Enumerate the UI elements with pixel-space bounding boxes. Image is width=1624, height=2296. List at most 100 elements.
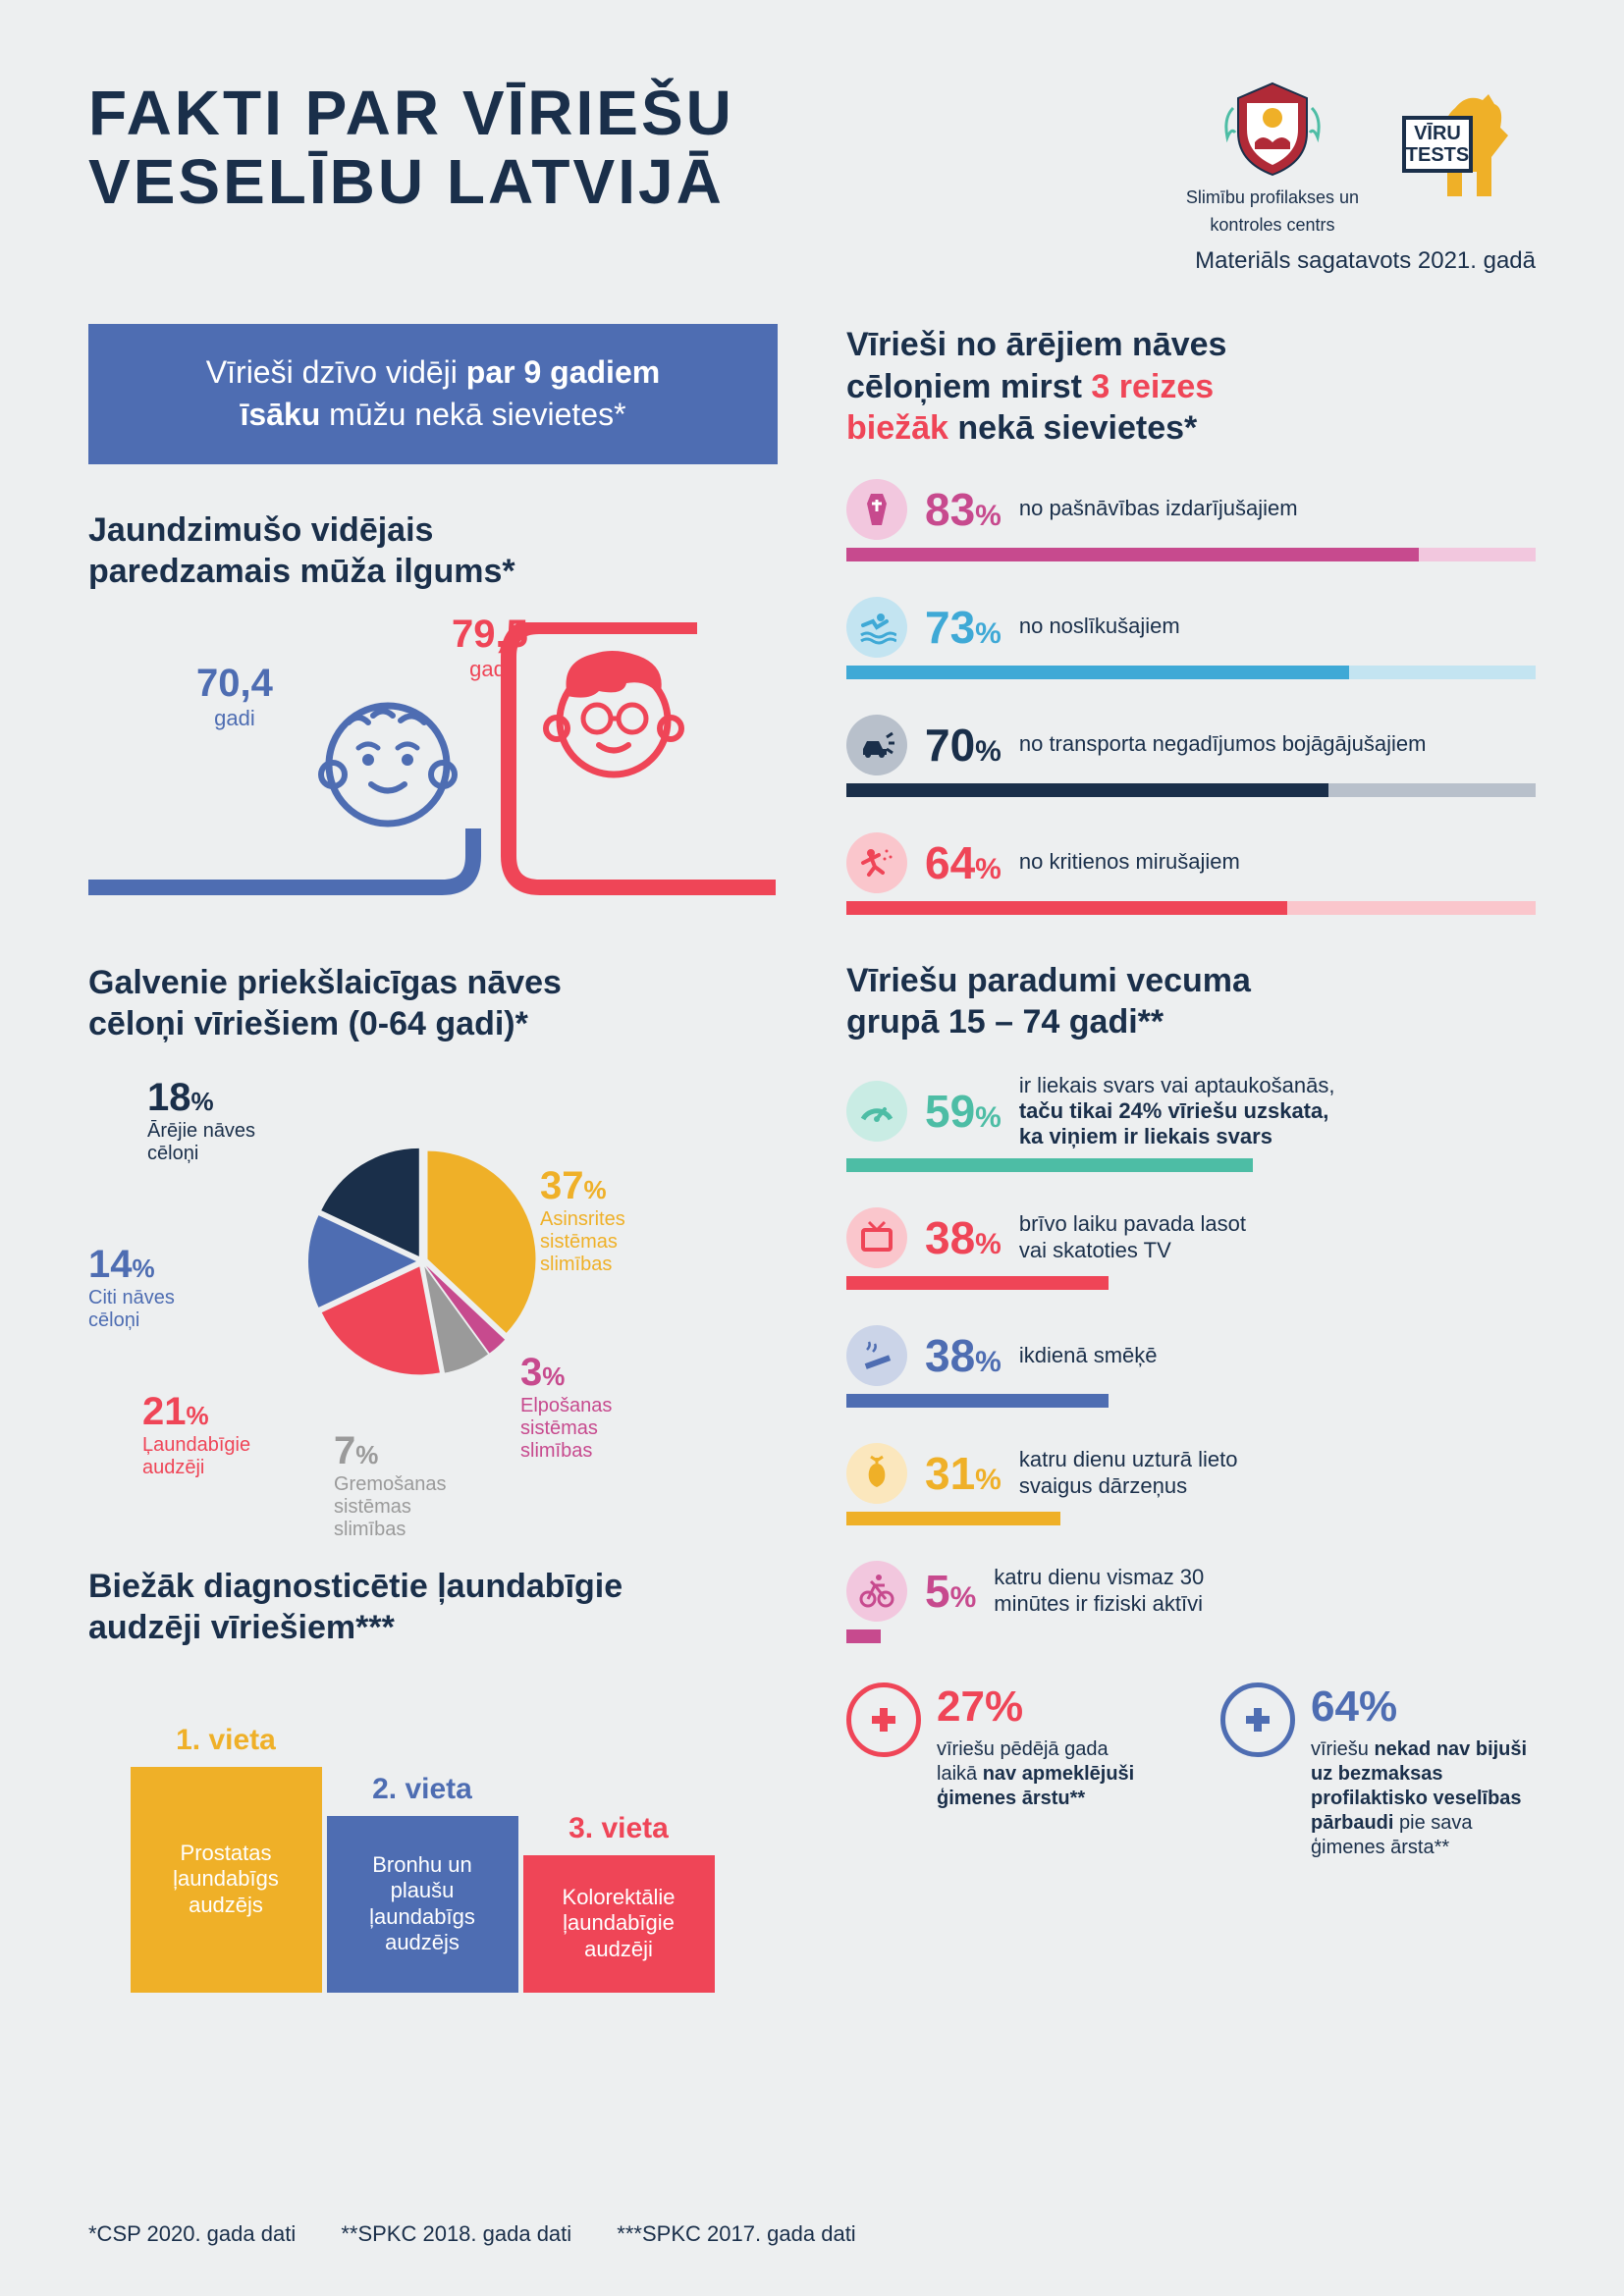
stat-bar	[846, 901, 1536, 915]
habits-list: 59% ir liekais svars vai aptaukošanās,ta…	[846, 1073, 1536, 1643]
banner-pre: Vīrieši dzīvo vidēji	[206, 354, 466, 390]
stat-bar	[846, 1394, 1536, 1408]
spkc-caption-2: kontroles centrs	[1186, 215, 1359, 237]
pie-svg	[304, 1144, 540, 1379]
swim-icon	[846, 597, 907, 658]
right-column: Vīrieši no ārējiem nāves cēloņiem mirst …	[846, 324, 1536, 1992]
rank-column: 1. vieta Prostatas ļaundabīgs audzējs	[128, 1724, 324, 1993]
external-causes-heading: Vīrieši no ārējiem nāves cēloņiem mirst …	[846, 324, 1536, 450]
pie-label: 7%Gremošanassistēmasslimības	[334, 1428, 447, 1541]
stat-desc: katru dienu vismaz 30minūtes ir fiziski …	[994, 1565, 1536, 1617]
stat-bar	[846, 1158, 1536, 1172]
banner-b1: par 9 gadiem	[466, 354, 660, 390]
rank-place: 1. vieta	[176, 1724, 276, 1757]
rank-column: 3. vieta Kolorektālie ļaundabīgie audzēj…	[520, 1812, 717, 1993]
stat-pct: 31%	[925, 1447, 1001, 1500]
stat-bar	[846, 548, 1536, 561]
coat-of-arms-icon	[1214, 79, 1331, 177]
spkc-logo: Slimību profilakses un kontroles centrs	[1186, 79, 1359, 236]
cancer-heading: Biežāk diagnosticētie ļaundabīgie audzēj…	[88, 1566, 778, 1649]
stat-desc: ir liekais svars vai aptaukošanās,taču t…	[1019, 1073, 1536, 1150]
bike-icon	[846, 1561, 907, 1622]
external-stat-row: 64% no kritienos mirušajiem	[846, 832, 1536, 915]
rank-box: Prostatas ļaundabīgs audzējs	[131, 1767, 322, 1993]
cig-icon	[846, 1325, 907, 1386]
external-stat-row: 70% no transporta negadījumos bojāgājuša…	[846, 715, 1536, 797]
virutests-logo: VĪRU TESTS	[1398, 79, 1536, 211]
fall-icon	[846, 832, 907, 893]
medical-stat: 64% vīriešu nekad nav bijuši uz bezmaksa…	[1220, 1682, 1536, 1860]
banner-b2: īsāku	[240, 397, 320, 432]
cancer-ranks-chart: 1. vieta Prostatas ļaundabīgs audzējs2. …	[88, 1679, 778, 1993]
med-desc: vīriešu nekad nav bijuši uz bezmaksas pr…	[1311, 1737, 1536, 1860]
pie-label: 37%Asinsritessistēmasslimības	[540, 1163, 625, 1276]
stat-bar	[846, 1512, 1536, 1525]
habits-heading: Vīriešu paradumi vecuma grupā 15 – 74 ga…	[846, 960, 1536, 1043]
causes-pie-chart: 37%Asinsritessistēmasslimības 3%Elpošanas…	[88, 1075, 756, 1546]
coffin-icon	[846, 479, 907, 540]
gauge-icon	[846, 1081, 907, 1142]
medical-stats: 27% vīriešu pēdējā gadalaikā nav apmeklē…	[846, 1682, 1536, 1860]
habit-stat-row: 38% ikdienā smēķē	[846, 1325, 1536, 1408]
life-expectancy-heading: Jaundzimušo vidējais paredzamais mūža il…	[88, 509, 778, 593]
medical-cross-icon	[1220, 1682, 1295, 1757]
footnote-3: ***SPKC 2017. gada dati	[617, 2221, 855, 2246]
stat-bar	[846, 666, 1536, 679]
stat-pct: 64%	[925, 836, 1001, 889]
left-column: Vīrieši dzīvo vidēji par 9 gadiem īsāku m…	[88, 324, 778, 1992]
stat-desc: no transporta negadījumos bojāgājušajiem	[1019, 731, 1536, 757]
rank-box: Bronhu un plaušu ļaundabīgs audzējs	[327, 1816, 518, 1993]
med-pct: 27%	[937, 1682, 1134, 1732]
life-expectancy-chart: 70,4 gadi 79,5 gadi	[88, 622, 778, 917]
habit-stat-row: 59% ir liekais svars vai aptaukošanās,ta…	[846, 1073, 1536, 1172]
med-pct: 64%	[1311, 1682, 1536, 1732]
stat-bar	[846, 1276, 1536, 1290]
med-desc: vīriešu pēdējā gadalaikā nav apmeklējuši…	[937, 1737, 1134, 1811]
footnotes: *CSP 2020. gada dati **SPKC 2018. gada d…	[88, 2221, 895, 2247]
stat-pct: 70%	[925, 719, 1001, 772]
stat-desc: no kritienos mirušajiem	[1019, 849, 1536, 875]
external-causes-list: 83% no pašnāvības izdarījušajiem 73% no …	[846, 479, 1536, 915]
logos-block: Slimību profilakses un kontroles centrs …	[1186, 79, 1536, 275]
title-line-2: VESELĪBU LATVIJĀ	[88, 146, 725, 217]
footnote-1: *CSP 2020. gada dati	[88, 2221, 296, 2246]
logo2-top: VĪRU	[1414, 123, 1461, 144]
external-stat-row: 83% no pašnāvības izdarījušajiem	[846, 479, 1536, 561]
medical-cross-icon	[846, 1682, 921, 1757]
spkc-caption-1: Slimību profilakses un	[1186, 187, 1359, 209]
banner-post: mūžu nekā sievietes*	[320, 397, 625, 432]
stat-desc: brīvo laiku pavada lasotvai skatoties TV	[1019, 1211, 1536, 1263]
pie-label: 3%Elpošanassistēmasslimības	[520, 1350, 612, 1463]
crash-icon	[846, 715, 907, 775]
stat-desc: ikdienā smēķē	[1019, 1343, 1536, 1368]
rank-box: Kolorektālie ļaundabīgie audzēji	[523, 1855, 715, 1993]
prepared-note: Materiāls sagatavots 2021. gadā	[1186, 247, 1536, 275]
medical-stat: 27% vīriešu pēdējā gadalaikā nav apmeklē…	[846, 1682, 1162, 1860]
life-gap-banner: Vīrieši dzīvo vidēji par 9 gadiem īsāku m…	[88, 324, 778, 463]
stat-pct: 59%	[925, 1085, 1001, 1138]
stat-pct: 38%	[925, 1329, 1001, 1382]
rank-place: 2. vieta	[372, 1773, 472, 1806]
stat-desc: no noslīkušajiem	[1019, 614, 1536, 639]
life-bracket-lines	[88, 622, 776, 917]
title-line-1: FAKTI PAR VĪRIEŠU	[88, 78, 734, 148]
stat-pct: 5%	[925, 1565, 976, 1618]
causes-heading: Galvenie priekšlaicīgas nāves cēloņi vīr…	[88, 962, 778, 1045]
main-title: FAKTI PAR VĪRIEŠU VESELĪBU LATVIJĀ	[88, 79, 734, 217]
pie-label: 21%Ļaundabīgieaudzēji	[142, 1389, 250, 1479]
stat-pct: 73%	[925, 601, 1001, 654]
stat-pct: 38%	[925, 1211, 1001, 1264]
veg-icon	[846, 1443, 907, 1504]
stat-bar	[846, 783, 1536, 797]
footnote-2: **SPKC 2018. gada dati	[341, 2221, 571, 2246]
pie-label: 14%Citi nāvescēloņi	[88, 1242, 175, 1332]
rank-column: 2. vieta Bronhu un plaušu ļaundabīgs aud…	[324, 1773, 520, 1993]
rank-place: 3. vieta	[568, 1812, 669, 1845]
stat-desc: katru dienu uzturā lietosvaigus dārzeņus	[1019, 1447, 1536, 1499]
header: FAKTI PAR VĪRIEŠU VESELĪBU LATVIJĀ Slimī…	[88, 79, 1536, 275]
logo2-bot: TESTS	[1406, 144, 1469, 166]
habit-stat-row: 38% brīvo laiku pavada lasotvai skatotie…	[846, 1207, 1536, 1290]
stat-desc: no pašnāvības izdarījušajiem	[1019, 496, 1536, 521]
stat-pct: 83%	[925, 483, 1001, 536]
external-stat-row: 73% no noslīkušajiem	[846, 597, 1536, 679]
